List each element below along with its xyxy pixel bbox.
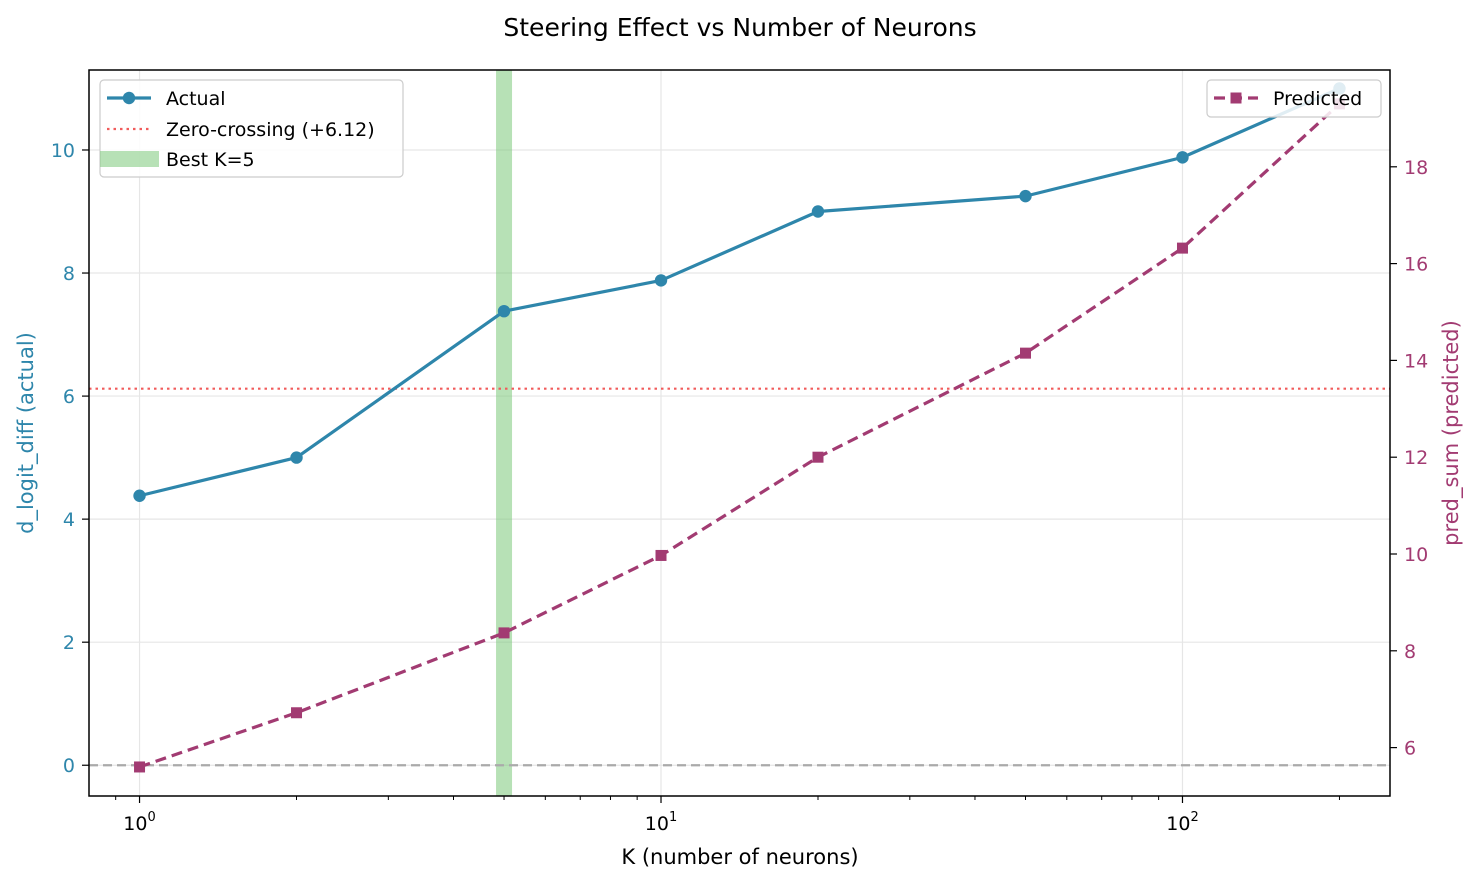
x-axis-label: K (number of neurons) [621, 845, 858, 869]
x-tick-label-base: 10 [1166, 813, 1190, 835]
y-right-tick-label: 14 [1404, 350, 1428, 372]
legend-label-actual: Actual [166, 88, 226, 110]
y-right-tick-label: 6 [1404, 738, 1416, 760]
data-point-actual [654, 274, 668, 287]
data-point-predicted [655, 549, 667, 561]
x-tick-label: 102 [1166, 810, 1198, 835]
x-tick-label-exponent: 2 [1190, 810, 1198, 825]
y-left-tick-label: 6 [63, 386, 75, 408]
data-point-predicted [1020, 347, 1032, 359]
reference-lines [89, 70, 1390, 796]
data-point-actual [1019, 189, 1032, 203]
y-left-tick-label: 0 [63, 755, 75, 777]
x-tick-label-base: 10 [645, 813, 669, 835]
legend-left-box [99, 79, 404, 178]
plot-frame [88, 69, 1391, 797]
data-point-actual [1176, 151, 1189, 164]
data-point-predicted [812, 451, 824, 463]
legend-swatch-best-k [100, 151, 159, 167]
legend-label-predicted: Predicted [1273, 88, 1362, 110]
x-tick-label-base: 10 [123, 813, 147, 835]
y-left-tick-label: 2 [63, 632, 75, 654]
legend-right-box [1206, 79, 1382, 118]
series-line-actual [139, 86, 1341, 498]
legends: Actual Zero-crossing (+6.12) Best K=5 Predi… [99, 79, 1382, 178]
y-left-tick-label: 8 [63, 263, 75, 285]
series-line-predicted [139, 102, 1341, 769]
series-layer [133, 82, 1346, 773]
data-point-predicted [498, 627, 510, 639]
data-point-predicted [134, 761, 146, 773]
legend-label-zero-crossing: Zero-crossing (+6.12) [166, 119, 375, 141]
y-right-tick-label: 8 [1404, 641, 1416, 663]
y-axis-left-label: d_logit_diff (actual) [14, 332, 39, 534]
data-point-predicted [1176, 242, 1188, 254]
data-point-actual [133, 489, 146, 502]
y-axis-right-label: pred_sum (predicted) [1439, 320, 1464, 546]
grid [89, 70, 1390, 796]
y-right-tick-label: 18 [1404, 157, 1428, 179]
y-left-tick-label: 10 [51, 140, 75, 162]
data-point-actual [811, 205, 825, 218]
x-tick-label-exponent: 0 [147, 810, 155, 825]
y-right-tick-label: 16 [1404, 254, 1428, 276]
data-point-actual [497, 304, 511, 318]
data-point-actual [290, 451, 303, 464]
legend-label-best-k: Best K=5 [166, 149, 255, 171]
y-left-tick-label: 4 [63, 509, 75, 531]
chart-title: Steering Effect vs Number of Neurons [503, 13, 976, 42]
highlight-band [496, 70, 513, 796]
x-tick-label: 101 [645, 810, 677, 835]
data-point-predicted [291, 707, 303, 719]
x-tick-label: 100 [123, 810, 155, 835]
x-tick-label-exponent: 1 [669, 810, 677, 825]
y-right-tick-label: 12 [1404, 447, 1428, 469]
legend-marker-actual [122, 91, 136, 105]
legend-marker-predicted [1230, 92, 1242, 104]
y-right-tick-label: 10 [1404, 544, 1428, 566]
